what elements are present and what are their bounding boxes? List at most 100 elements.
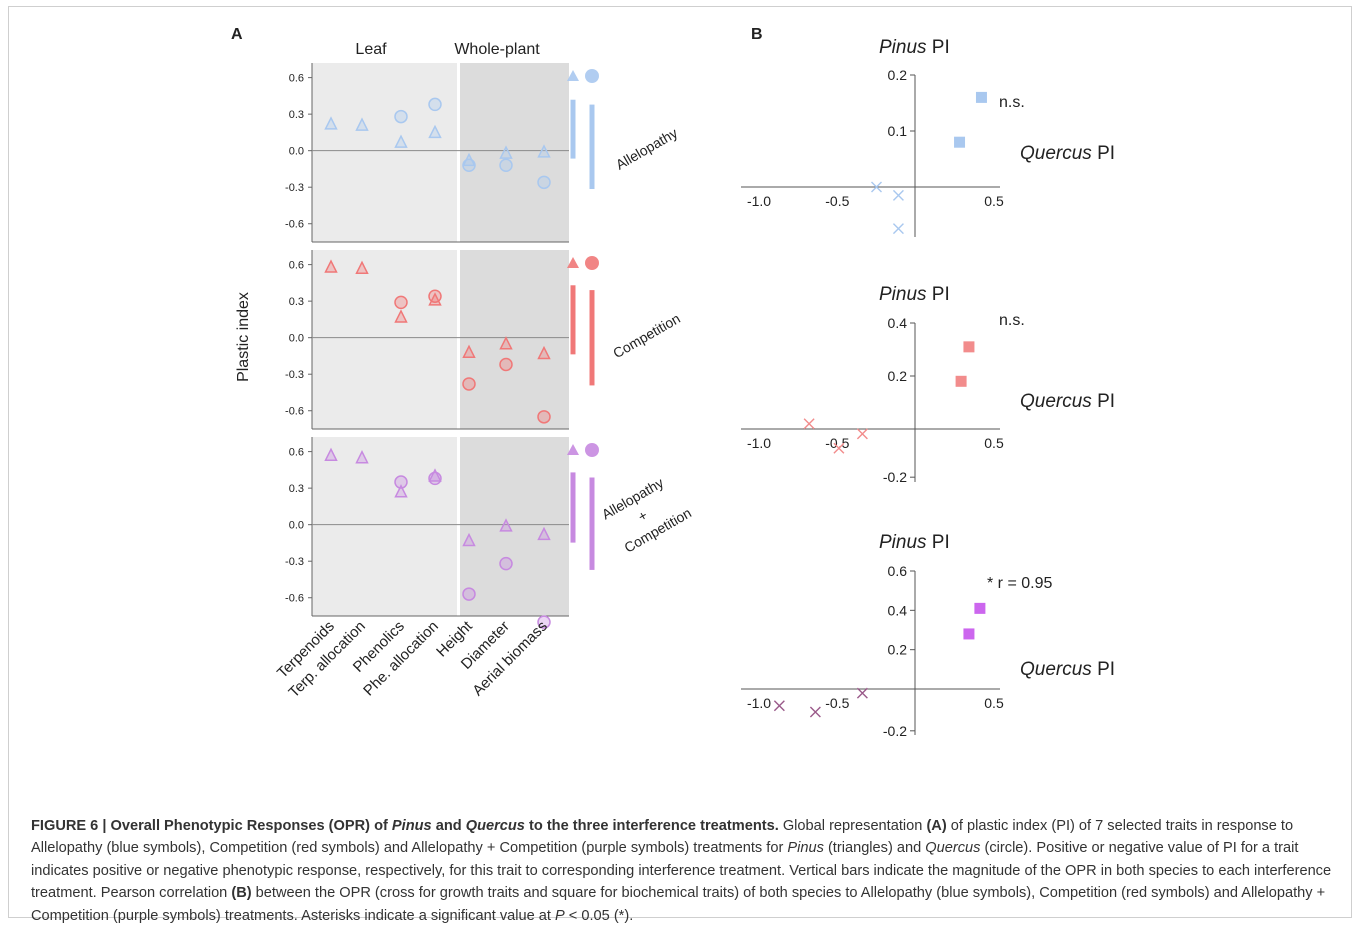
quercus-circle-point bbox=[499, 556, 513, 571]
pinus-triangle-point bbox=[428, 468, 442, 482]
caption-body-part: (A) bbox=[926, 818, 947, 834]
y-tick-label: -0.2 bbox=[883, 723, 907, 739]
group-header-whole-plant: Whole-plant bbox=[454, 41, 540, 58]
quercus-circle-point bbox=[462, 158, 476, 173]
opr-bar-pinus bbox=[570, 285, 576, 355]
pinus-triangle-point bbox=[355, 450, 369, 464]
x-tick-label: -0.5 bbox=[825, 435, 849, 451]
pinus-triangle-point bbox=[355, 260, 369, 275]
y-axis-label: Plastic index bbox=[235, 292, 252, 382]
pinus-triangle-point bbox=[394, 309, 408, 323]
figure-frame: A B Leaf Whole-plant Plastic index 0.6 0.3 0.0 -… bbox=[8, 6, 1352, 924]
subpanel-2: 0.6 0.3 0.0 -0.3 -0.6 Competition bbox=[285, 250, 683, 430]
caption-body-part: (triangles) and bbox=[823, 840, 926, 857]
x-tick-label: -1.0 bbox=[747, 435, 771, 451]
biochemical-square-point bbox=[963, 341, 975, 353]
pinus-triangle-point bbox=[537, 144, 551, 158]
x-tick-label: -0.5 bbox=[825, 193, 849, 209]
biochemical-square-point bbox=[963, 628, 975, 640]
pinus-triangle-point bbox=[324, 259, 338, 273]
pinus-triangle-point bbox=[394, 484, 408, 498]
y-tick-label: 0.4 bbox=[888, 602, 908, 618]
quercus-circle-point bbox=[462, 377, 476, 391]
pinus-triangle-point bbox=[537, 345, 551, 360]
quercus-circle-point bbox=[537, 175, 551, 190]
correlation-annotation: * r = 0.95 bbox=[987, 575, 1052, 592]
pinus-triangle-point bbox=[324, 116, 338, 130]
pinus-triangle-point bbox=[499, 336, 513, 350]
y-axis-label: Pinus PI bbox=[879, 284, 950, 305]
panel-label-a: A bbox=[231, 26, 243, 43]
y-tick-label: 0.2 bbox=[888, 368, 908, 384]
y-tick-label: -0.3 bbox=[285, 556, 304, 568]
quercus-circle-point bbox=[394, 475, 408, 489]
caption-body-part: between the OPR (cross for growth traits… bbox=[31, 885, 1326, 924]
growth-cross-point bbox=[892, 223, 904, 235]
growth-cross-point bbox=[833, 442, 845, 454]
pinus-triangle-point bbox=[462, 344, 476, 359]
caption-body-part: < 0.05 (*). bbox=[564, 907, 634, 924]
growth-cross-point bbox=[773, 700, 785, 712]
biochemical-square-point bbox=[955, 375, 967, 387]
pinus-triangle-point bbox=[499, 145, 513, 159]
quercus-circle-point bbox=[499, 158, 513, 173]
biochemical-square-point bbox=[954, 136, 966, 148]
y-axis-label: Pinus PI bbox=[879, 37, 950, 58]
growth-cross-point bbox=[892, 189, 904, 201]
opr-circle-icon bbox=[585, 69, 599, 83]
x-tick-label: 0.5 bbox=[984, 193, 1004, 209]
y-tick-label: 0.3 bbox=[289, 109, 304, 121]
y-tick-label: -0.2 bbox=[883, 469, 907, 485]
opr-circle-icon bbox=[585, 256, 599, 270]
y-tick-label: -0.6 bbox=[285, 219, 304, 231]
y-tick-label: 0.6 bbox=[289, 73, 304, 85]
y-tick-label: 0.0 bbox=[289, 520, 304, 532]
y-tick-label: 0.2 bbox=[888, 67, 908, 83]
caption-body-part: of plastic index (PI) of 7 selected trai… bbox=[31, 818, 1294, 857]
x-tick-label: -0.5 bbox=[825, 695, 849, 711]
growth-cross-point bbox=[809, 706, 821, 718]
correlation-plot-2: Pinus PI Quercus PI 0.4 0.2 -0.2 -1.0 -0.5 0.5 n… bbox=[741, 284, 1115, 485]
y-tick-label: 0.2 bbox=[888, 642, 908, 658]
y-tick-label: -0.3 bbox=[285, 182, 304, 194]
y-tick-label: -0.6 bbox=[285, 406, 304, 418]
caption-body-part: P bbox=[555, 907, 565, 924]
caption-label: FIGURE 6 | bbox=[31, 818, 107, 834]
x-tick-label: -1.0 bbox=[747, 193, 771, 209]
caption-title: Overall Phenotypic Responses (OPR) of Pi… bbox=[106, 818, 779, 834]
caption-title-part: and bbox=[431, 818, 466, 834]
growth-cross-point bbox=[856, 687, 868, 699]
pinus-triangle-point bbox=[537, 526, 551, 541]
caption-title-part: Quercus bbox=[465, 818, 525, 834]
pinus-triangle-point bbox=[394, 134, 408, 148]
whole-plant-region bbox=[460, 250, 569, 429]
x-axis-label: Quercus PI bbox=[1020, 143, 1115, 164]
y-tick-label: 0.6 bbox=[289, 447, 304, 459]
caption-title-part: Pinus bbox=[391, 818, 432, 834]
biochemical-square-point bbox=[975, 91, 987, 103]
treatment-label-line: Allelopathy bbox=[613, 125, 680, 173]
opr-triangle-icon bbox=[567, 444, 579, 455]
quercus-circle-point bbox=[537, 615, 551, 629]
y-tick-label: 0.6 bbox=[289, 260, 304, 272]
whole-plant-region bbox=[460, 437, 569, 616]
treatment-label-line: Competition bbox=[610, 310, 683, 361]
figure-caption: FIGURE 6 | Overall Phenotypic Responses … bbox=[31, 815, 1347, 927]
opr-triangle-icon bbox=[567, 70, 579, 81]
quercus-circle-point bbox=[394, 295, 408, 310]
figure-canvas: A B Leaf Whole-plant Plastic index 0.6 0.3 0.0 -… bbox=[231, 26, 1115, 739]
quercus-circle-point bbox=[428, 471, 442, 486]
pinus-triangle-point bbox=[355, 117, 369, 131]
x-tick-label: 0.5 bbox=[984, 435, 1004, 451]
caption-body-part: Global representation bbox=[778, 818, 927, 834]
opr-bar-quercus bbox=[589, 477, 595, 570]
y-tick-label: 0.0 bbox=[289, 146, 304, 158]
group-header-leaf: Leaf bbox=[355, 41, 387, 58]
treatment-label-1: Allelopathy bbox=[613, 125, 680, 173]
y-tick-label: -0.6 bbox=[285, 593, 304, 605]
panel-label-b: B bbox=[751, 26, 763, 43]
y-tick-label: 0.6 bbox=[888, 563, 908, 579]
caption-title-part: Overall Phenotypic Responses (OPR) of bbox=[106, 818, 392, 834]
quercus-circle-point bbox=[394, 109, 408, 124]
quercus-circle-point bbox=[462, 587, 476, 601]
